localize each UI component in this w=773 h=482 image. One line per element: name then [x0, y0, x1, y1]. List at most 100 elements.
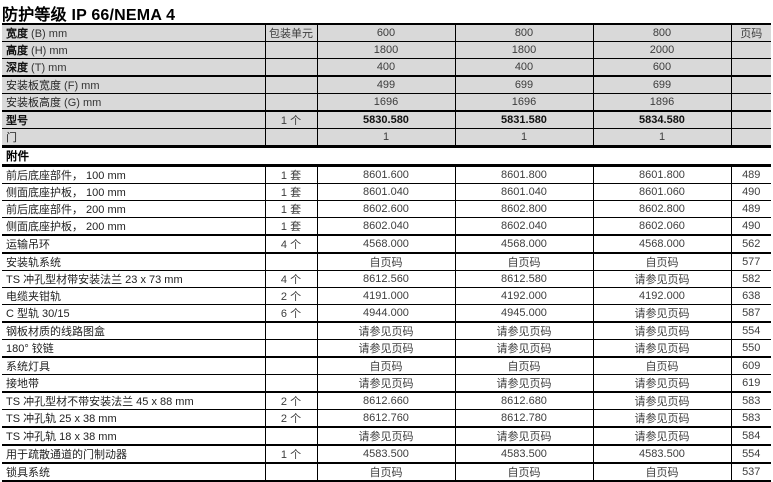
accessory-label-cell: TS 冲孔轨 25 x 38 mm: [2, 409, 265, 428]
value-cell: 400: [316, 58, 455, 77]
packaging-unit-cell: 4 个: [264, 235, 317, 254]
packaging-unit-cell: 1 套: [264, 165, 317, 184]
table-row: 锁具系统 自页码 自页码 自页码 537: [2, 463, 771, 482]
row-label: 门: [6, 132, 17, 144]
value-cell: 800: [454, 24, 593, 42]
page-column-header: 页码: [730, 24, 771, 42]
value-cell: 8601.600: [316, 165, 455, 184]
value-cell: 4583.500: [592, 445, 731, 464]
row-label-cell: 宽度 (B) mm: [2, 24, 265, 42]
row-label: 安装板宽度: [6, 80, 61, 92]
page-cell: 587: [730, 304, 771, 323]
accessory-label-cell: C 型轨 30/15: [2, 304, 265, 323]
table-row: 侧面底座护板， 100 mm 1 套 8601.040 8601.040 8601.06…: [2, 183, 771, 201]
row-label-cell: 安装板高度 (G) mm: [2, 93, 265, 112]
accessory-label-cell: 前后底座部件， 200 mm: [2, 200, 265, 218]
value-cell: 4583.500: [454, 445, 593, 464]
accessory-label-cell: 前后底座部件， 100 mm: [2, 165, 265, 184]
table-row: TS 冲孔型材不带安装法兰 45 x 88 mm 2 个 8612.660 8612.…: [2, 392, 771, 410]
value-cell: 8601.060: [592, 183, 731, 201]
table-row: 前后底座部件， 200 mm 1 套 8602.600 8602.800 8602.80…: [2, 200, 771, 218]
table-row: 高度 (H) mm 1800 1800 2000: [2, 41, 771, 59]
table-row: 侧面底座护板， 200 mm 1 套 8602.040 8602.040 8602.06…: [2, 217, 771, 236]
table-row: 前后底座部件， 100 mm 1 套 8601.600 8601.800 8601.80…: [2, 165, 771, 184]
row-label-cell: 型号: [2, 111, 265, 129]
value-cell: 请参见页码: [592, 374, 731, 393]
accessory-label-cell: 锁具系统: [2, 463, 265, 482]
value-cell: 499: [316, 76, 455, 94]
accessory-label-cell: 接地带: [2, 374, 265, 393]
value-cell: 8612.760: [316, 409, 455, 428]
accessory-label-cell: 电缆夹钳轨: [2, 287, 265, 305]
value-cell: 请参见页码: [316, 339, 455, 358]
row-label-suffix: (B) mm: [28, 28, 68, 40]
value-cell: 1: [316, 128, 455, 147]
packaging-unit-cell: [264, 427, 317, 446]
accessory-label-cell: 180° 铰链: [2, 339, 265, 358]
row-label-cell: 高度 (H) mm: [2, 41, 265, 59]
value-cell: 请参见页码: [592, 427, 731, 446]
accessory-label-cell: TS 冲孔轨 18 x 38 mm: [2, 427, 265, 446]
value-cell: 5830.580: [316, 111, 455, 129]
value-cell: 8601.800: [592, 165, 731, 184]
product-table: 宽度 (B) mm 包装单元 600 800 800 页码 高度 (H) mm 1800 180…: [2, 23, 771, 482]
page-cell: 583: [730, 392, 771, 410]
value-cell: 请参见页码: [592, 304, 731, 323]
value-cell: 请参见页码: [454, 374, 593, 393]
value-cell: 自页码: [592, 357, 731, 375]
page-cell: 562: [730, 235, 771, 254]
packaging-unit-cell: 2 个: [264, 287, 317, 305]
packaging-unit-cell: [264, 76, 317, 94]
value-cell: 8602.800: [454, 200, 593, 218]
value-cell: 4192.000: [454, 287, 593, 305]
value-cell: 8612.660: [316, 392, 455, 410]
packaging-unit-cell: 1 套: [264, 217, 317, 236]
value-cell: 4944.000: [316, 304, 455, 323]
row-label: 高度: [6, 45, 28, 57]
page-cell: 490: [730, 183, 771, 201]
value-cell: 自页码: [454, 357, 593, 375]
value-cell: 1: [592, 128, 731, 147]
table-row: C 型轨 30/15 6 个 4944.000 4945.000 请参见页码 587: [2, 304, 771, 323]
packaging-unit-cell: 1 套: [264, 200, 317, 218]
table-row: 型号 1 个 5830.580 5831.580 5834.580: [2, 111, 771, 129]
packaging-unit-cell: [264, 128, 317, 147]
value-cell: 8602.800: [592, 200, 731, 218]
packaging-unit-cell: [264, 357, 317, 375]
packaging-unit-cell: 1 套: [264, 183, 317, 201]
accessory-label-cell: 用于疏散通道的门制动器: [2, 445, 265, 464]
row-label: 安装板高度: [6, 97, 61, 109]
value-cell: 请参见页码: [454, 427, 593, 446]
accessory-label-cell: 钢板材质的线路图盒: [2, 322, 265, 340]
spec-body: 宽度 (B) mm 包装单元 600 800 800 页码 高度 (H) mm 1800 180…: [2, 24, 771, 147]
page-cell: 537: [730, 463, 771, 482]
page-cell: 554: [730, 322, 771, 340]
value-cell: 699: [454, 76, 593, 94]
accessory-label-cell: 运输吊环: [2, 235, 265, 254]
packaging-unit-cell: 4 个: [264, 270, 317, 288]
catalog-page: 防护等级 IP 66/NEMA 4 宽度 (B) mm 包装单元 600 800 800…: [2, 7, 771, 482]
accessory-label-cell: 安装轨系统: [2, 253, 265, 271]
page-cell: 489: [730, 200, 771, 218]
section-header-row: 附件: [2, 145, 771, 167]
value-cell: 4568.000: [454, 235, 593, 254]
value-cell: 8602.040: [316, 217, 455, 236]
packaging-unit-cell: 1 个: [264, 445, 317, 464]
value-cell: 4568.000: [592, 235, 731, 254]
value-cell: 请参见页码: [592, 339, 731, 358]
value-cell: 自页码: [454, 253, 593, 271]
page-cell: 550: [730, 339, 771, 358]
value-cell: 5831.580: [454, 111, 593, 129]
value-cell: 1: [454, 128, 593, 147]
packaging-unit-cell: [264, 339, 317, 358]
row-label-suffix: (H) mm: [28, 45, 68, 57]
packaging-unit-cell: [264, 253, 317, 271]
packaging-unit-cell: [264, 93, 317, 112]
table-row: 宽度 (B) mm 包装单元 600 800 800 页码: [2, 24, 771, 42]
table-row: 运输吊环 4 个 4568.000 4568.000 4568.000 562: [2, 235, 771, 254]
packaging-unit-cell: [264, 322, 317, 340]
table-row: 深度 (T) mm 400 400 600: [2, 58, 771, 77]
page-cell: [730, 58, 771, 77]
accessory-label-cell: TS 冲孔型材不带安装法兰 45 x 88 mm: [2, 392, 265, 410]
value-cell: 请参见页码: [316, 322, 455, 340]
